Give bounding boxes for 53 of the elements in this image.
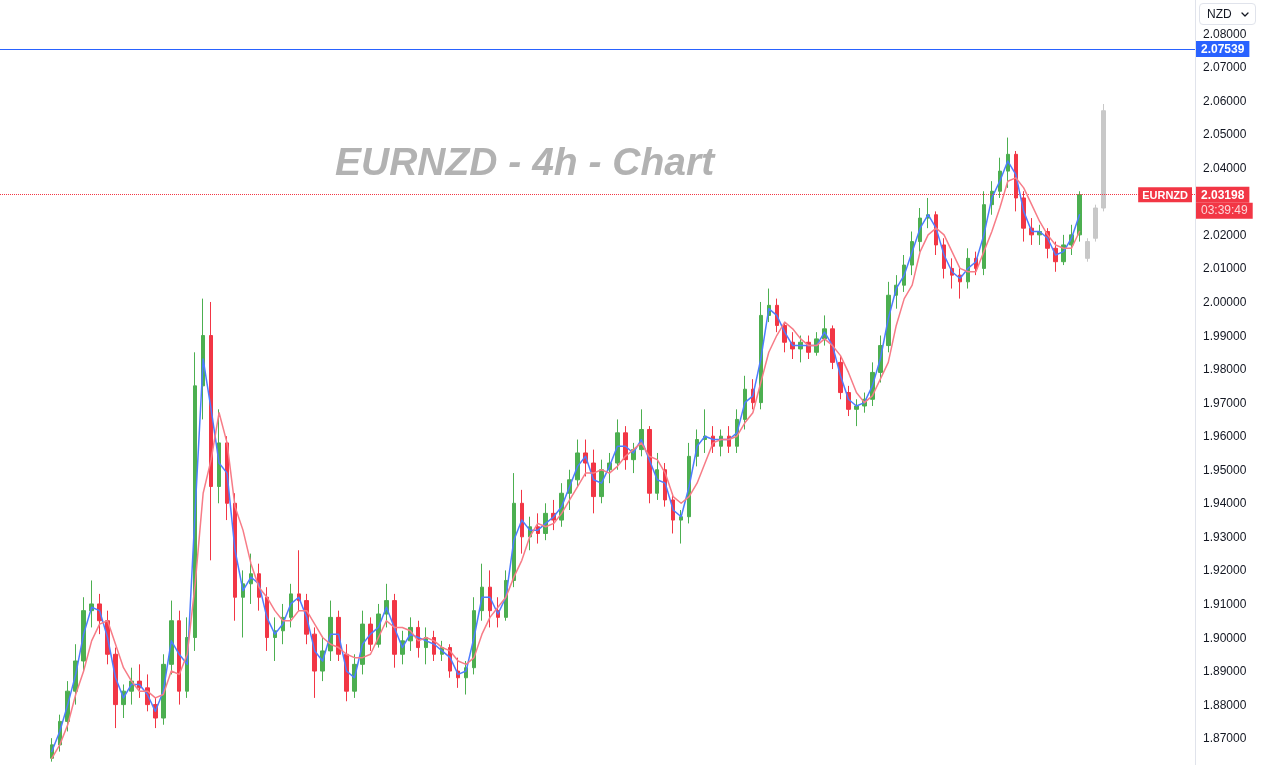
y-tick-label: 1.90000	[1203, 630, 1247, 645]
candlestick	[1085, 237, 1090, 263]
y-tick-label: 2.00000	[1203, 294, 1247, 309]
candlestick	[169, 600, 174, 675]
candlestick	[798, 335, 803, 363]
candlestick	[209, 301, 213, 561]
y-tick-label: 1.95000	[1203, 462, 1247, 477]
candlestick	[1093, 204, 1098, 243]
candlestick	[615, 418, 620, 471]
y-tick-label: 1.97000	[1203, 395, 1247, 410]
y-tick-label: 1.96000	[1203, 429, 1247, 444]
y-tick-label: 1.87000	[1203, 731, 1247, 746]
candlestick	[1077, 190, 1082, 243]
y-tick-label: 1.91000	[1203, 596, 1247, 611]
candlestick	[647, 425, 652, 504]
y-tick-label: 1.93000	[1203, 529, 1247, 544]
candlestick	[488, 569, 492, 628]
candlestick	[312, 626, 317, 699]
candlestick	[703, 408, 707, 454]
y-tick-label: 1.89000	[1203, 664, 1247, 679]
candlestick	[743, 375, 747, 430]
candlestick	[806, 335, 811, 360]
y-tick-label: 2.04000	[1203, 160, 1247, 175]
candlestick	[520, 489, 524, 555]
candlestick	[719, 428, 723, 457]
y-tick-label: 2.05000	[1203, 127, 1247, 142]
candlestick	[854, 398, 859, 427]
candlestick	[679, 509, 683, 545]
y-tick-label: 2.01000	[1203, 261, 1247, 276]
y-tick-label: 1.92000	[1203, 563, 1247, 578]
y-tick-label: 1.98000	[1203, 362, 1247, 377]
y-tick-label: 1.88000	[1203, 697, 1247, 712]
y-tick-label: 2.02000	[1203, 227, 1247, 242]
candlestick	[1101, 103, 1106, 212]
y-tick-label: 1.94000	[1203, 496, 1247, 511]
candlestick	[392, 593, 397, 669]
ref-line-label: 2.07539	[1201, 42, 1245, 57]
text: EURNZD - 4h - Chart	[335, 140, 717, 183]
select-dropdown: NZD	[1199, 3, 1256, 25]
y-tick-label: 2.07000	[1203, 60, 1247, 75]
candlestick	[177, 610, 181, 706]
candlestick	[289, 583, 293, 628]
annotation: EURNZD	[1142, 188, 1189, 201]
y-tick-label: 2.08000	[1203, 26, 1247, 41]
candlestick	[113, 647, 118, 729]
y-axis-title: NZD	[1207, 7, 1232, 21]
candlestick	[575, 439, 580, 488]
y-tick-label: 2.06000	[1203, 93, 1247, 108]
ref-line-label: 2.03198	[1201, 187, 1245, 202]
candlestick	[512, 472, 516, 588]
text: 03:39:49	[1201, 202, 1249, 217]
y-tick-label: 1.99000	[1203, 328, 1247, 343]
candlestick	[368, 616, 373, 652]
